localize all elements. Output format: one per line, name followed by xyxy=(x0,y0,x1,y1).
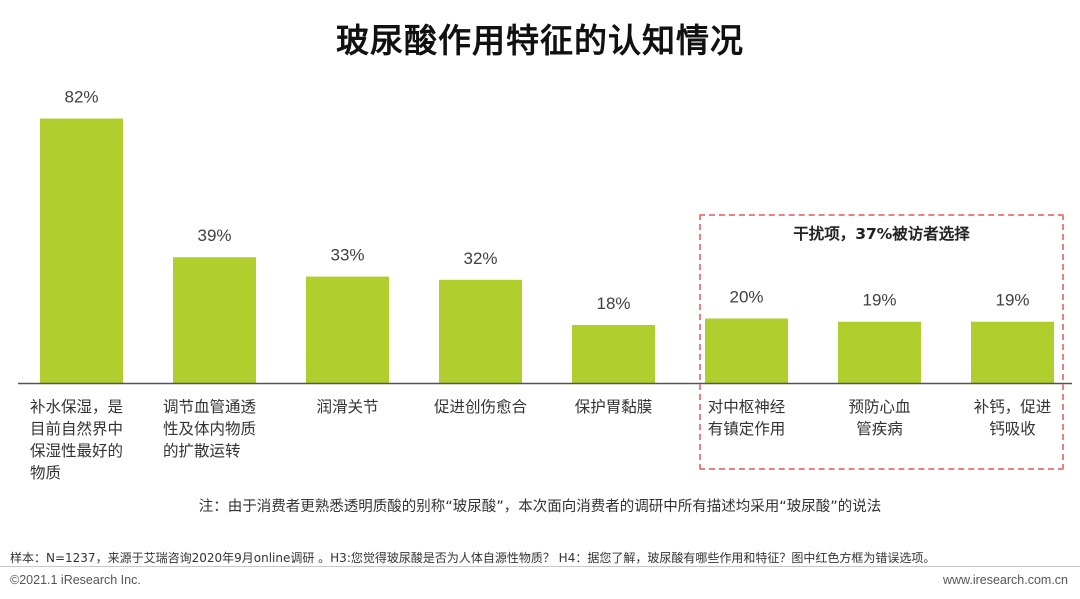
bar-6 xyxy=(705,318,788,383)
footer-divider xyxy=(0,566,1080,567)
bar-value-label-2: 39% xyxy=(197,226,231,245)
bar-7 xyxy=(838,321,921,383)
distractor-label: 干扰项，37%被访者选择 xyxy=(793,225,970,243)
chart-note: 注：由于消费者更熟悉透明质酸的别称“玻尿酸”，本次面向消费者的调研中所有描述均采… xyxy=(198,499,882,515)
bar-value-label-1: 82% xyxy=(64,88,98,107)
distractor-highlight-box xyxy=(699,214,1064,470)
bar-value-label-4: 32% xyxy=(463,249,497,268)
category-label-7: 预防心血管疾病 xyxy=(848,398,910,438)
category-label-6: 对中枢神经有镇定作用 xyxy=(708,398,786,438)
website-link: www.iresearch.com.cn xyxy=(942,573,1068,587)
category-label-5: 保护胃黏膜 xyxy=(575,398,653,416)
copyright: ©2021.1 iResearch Inc. xyxy=(10,573,141,587)
category-label-8: 补钙，促进钙吸收 xyxy=(974,398,1052,438)
bar-3 xyxy=(306,276,389,383)
bar-value-label-6: 20% xyxy=(729,288,763,307)
category-label-1: 补水保湿，是目前自然界中保湿性最好的物质 xyxy=(30,398,123,482)
bar-value-label-3: 33% xyxy=(330,246,364,265)
bar-4 xyxy=(439,279,522,383)
bar-2 xyxy=(173,257,256,383)
bar-5 xyxy=(572,324,655,383)
category-label-3: 润滑关节 xyxy=(316,398,378,416)
bar-8 xyxy=(971,321,1054,383)
page-title: 玻尿酸作用特征的认知情况 xyxy=(336,21,744,60)
bar-value-label-8: 19% xyxy=(995,291,1029,310)
bar-value-label-5: 18% xyxy=(596,294,630,313)
sample-source-note: 样本：N=1237，来源于艾瑞咨询2020年9月online调研 。H3:您觉得… xyxy=(10,551,936,565)
bar-value-label-7: 19% xyxy=(862,291,896,310)
bar-1 xyxy=(40,118,123,384)
category-label-2: 调节血管通透性及体内物质的扩散运转 xyxy=(163,398,257,460)
category-label-4: 促进创伤愈合 xyxy=(434,398,528,416)
